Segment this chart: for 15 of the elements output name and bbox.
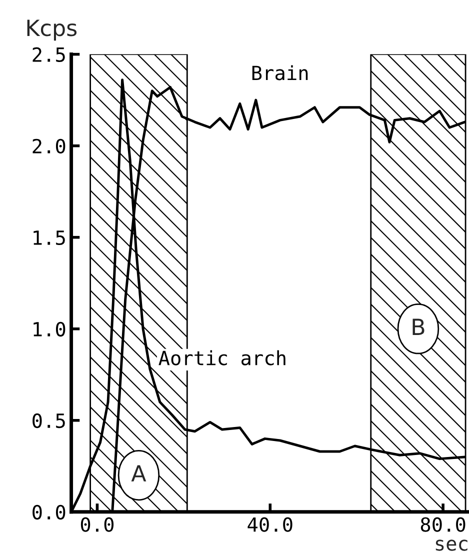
x-tick-label: 40.0: [248, 517, 292, 532]
series-label: Aortic arch: [158, 350, 286, 366]
y-axis-title: Kcps: [27, 20, 77, 41]
x-tick-label: 80.0: [420, 517, 466, 532]
series-label: Brain: [252, 65, 308, 80]
y-tick-label: 2.0: [32, 138, 66, 154]
y-tick-label: 0.0: [32, 504, 66, 520]
y-tick-label: 1.0: [34, 322, 66, 337]
x-tick-label: 0.0: [80, 517, 114, 532]
y-tick-label: 2.5: [32, 47, 65, 62]
y-tick-label: 1.5: [34, 230, 65, 246]
y-tick-label: 0.5: [32, 413, 65, 428]
x-axis-title: sec: [436, 540, 468, 551]
band-label: A: [131, 465, 146, 482]
band-label: B: [412, 318, 424, 335]
